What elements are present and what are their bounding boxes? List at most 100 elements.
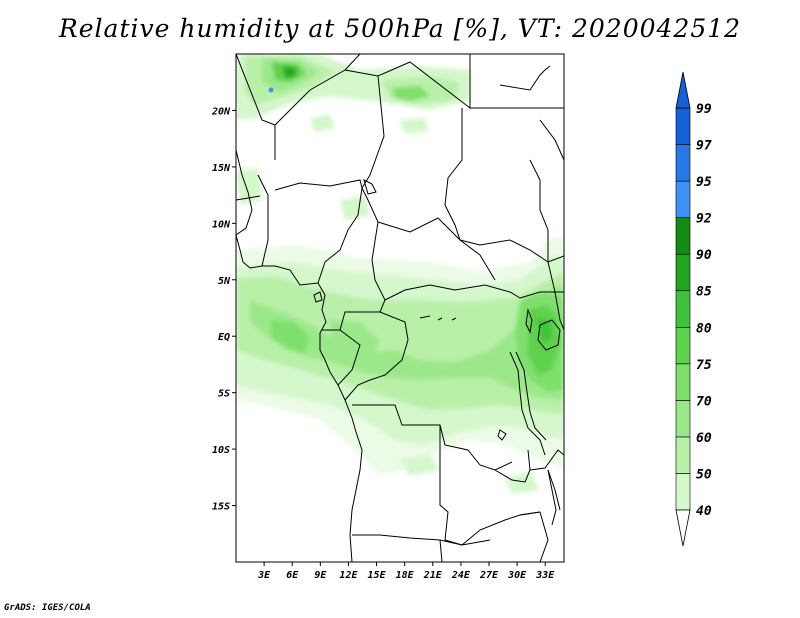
border-angola-zambia [439, 425, 463, 546]
border-namibia-botswana [439, 539, 443, 562]
humidity-band-90-north [283, 66, 296, 78]
country-borders [236, 54, 564, 562]
border-car-drc [384, 284, 521, 301]
map-title: Relative humidity at 500hPa [%], VT: 202… [58, 14, 742, 43]
lake-kariba [519, 511, 541, 516]
colorbar-segment [675, 217, 691, 255]
colorbar-segment [675, 144, 691, 182]
humidity-patch-1 [310, 114, 335, 132]
lon-label: 3E [257, 570, 271, 581]
colorbar-label: 50 [696, 467, 712, 482]
border-angola-namibia [352, 534, 491, 546]
border-zambia-zimbabwe [461, 511, 541, 546]
colorbar-label: 75 [696, 358, 712, 373]
lon-label: 24E [451, 570, 471, 581]
border-egypt-sudan [469, 54, 564, 109]
lat-label: 5S [218, 389, 230, 400]
grads-credit: GrADS: IGES/COLA [4, 603, 91, 613]
colorbar-segment [675, 436, 691, 474]
humidity-band-75-sudan [392, 86, 430, 102]
humidity-band-85 [536, 318, 552, 342]
bioko-island [313, 291, 323, 303]
colorbar-label: 90 [696, 248, 712, 263]
humidity-spot-97 [268, 87, 274, 93]
humidity-patch-6 [505, 472, 540, 494]
colorbar-segment [675, 400, 691, 438]
lake-victoria [537, 319, 561, 351]
lon-label: 15E [368, 570, 387, 581]
lon-label: 9E [314, 570, 327, 581]
lat-label: 10N [212, 219, 231, 230]
humidity-band-70 [250, 285, 564, 400]
border-libya-chad [344, 61, 471, 109]
border-mali-algeria [236, 54, 276, 160]
lake-chad [363, 179, 377, 195]
lon-label: 21E [423, 570, 443, 581]
coastline-red-sea [499, 65, 551, 91]
coastline-atlantic-north [236, 149, 253, 236]
colorbar-label: 70 [696, 394, 712, 409]
border-niger-algeria [274, 54, 361, 126]
colorbar-label: 97 [696, 139, 712, 154]
lat-label: 15S [212, 502, 230, 513]
lat-label: 10S [212, 445, 230, 456]
river-lake-congo [419, 315, 457, 321]
longitude-axis: 3E 6E 9E 12E 15E 18E 21E 24E 27E 30E 33E [257, 562, 555, 581]
border-zimbabwe-mozambique [539, 511, 549, 562]
border-gabon-congo [337, 329, 361, 386]
border-nigeria-cameroon [317, 187, 363, 284]
humidity-patch-2 [400, 118, 428, 134]
colorbar-label: 40 [696, 504, 712, 519]
colorbar-label: 92 [696, 212, 712, 227]
colorbar-label: 60 [696, 431, 712, 446]
lon-label: 12E [339, 570, 358, 581]
lake-malawi [547, 469, 557, 526]
border-niger-nigeria [274, 179, 363, 191]
lon-label: 6E [286, 570, 299, 581]
humidity-band-75-west [270, 320, 310, 352]
border-cameroon-car [322, 221, 386, 331]
colorbar-label: 95 [696, 175, 712, 190]
lake-tanganyika-east [515, 351, 547, 441]
lon-label: 27E [479, 570, 499, 581]
colorbar-segment [675, 326, 691, 365]
lat-label: 20N [211, 106, 231, 117]
border-congo-drc [344, 311, 409, 401]
humidity-band-70-gabon [330, 320, 380, 360]
humidity-shading [236, 54, 564, 494]
colorbar-segment [675, 180, 691, 218]
lon-label: 30E [507, 570, 527, 581]
border-benin-togo [257, 174, 269, 267]
colorbar-segment [675, 290, 691, 328]
humidity-band-60 [236, 272, 564, 415]
lake-mweru [497, 429, 507, 441]
map-frame [235, 53, 565, 563]
humidity-patch-3 [340, 196, 370, 220]
latitude-axis: 20N 15N 10N 5N EQ 5S 10S 15S [211, 106, 236, 513]
lake-tanganyika [509, 351, 546, 456]
border-sudan-south-sudan [459, 239, 564, 263]
border-car-chad [377, 217, 496, 281]
lon-label: 33E [535, 570, 555, 581]
colorbar-min-arrow [675, 509, 691, 547]
colorbar-label: 85 [696, 285, 712, 300]
colorbar-label: 99 [696, 102, 712, 117]
lat-label: 5N [218, 276, 231, 287]
border-uganda-kenya [547, 261, 564, 331]
colorbar-segment [675, 253, 691, 292]
border-ethiopia-eritrea [539, 119, 564, 161]
border-tanzania-mozambique [547, 469, 561, 511]
colorbar-max-arrow [675, 71, 691, 109]
lake-albert [525, 308, 533, 334]
border-ethiopia-sudan [529, 159, 549, 262]
colorbar-segment [675, 363, 691, 401]
lat-label: EQ [218, 332, 230, 343]
lon-label: 18E [396, 570, 415, 581]
lat-label: 15N [212, 163, 231, 174]
border-zambia-tanzania [529, 449, 564, 471]
border-south-sudan-uganda [519, 291, 564, 299]
border-zambia-drc [494, 449, 531, 483]
colorbar-segment [675, 473, 691, 511]
colorbar-label: 80 [696, 321, 712, 336]
colorbar-segment [675, 107, 691, 145]
